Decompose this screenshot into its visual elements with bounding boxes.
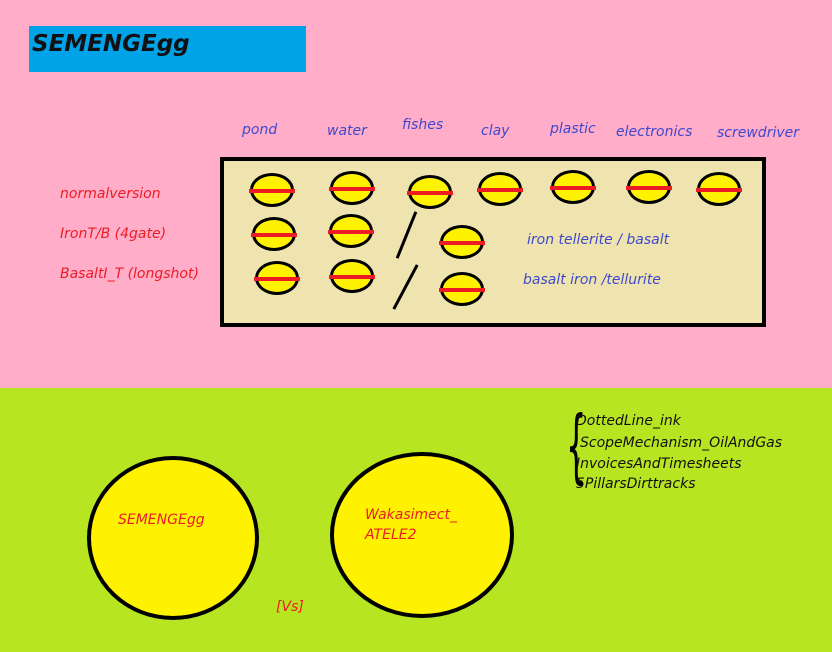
page-title: SEMENGEgg	[32, 31, 190, 57]
dot-screwdriver-normal	[696, 172, 742, 206]
list-item: DottedLine_ink	[576, 413, 681, 429]
dot-clay-basalt	[439, 272, 485, 306]
vs-label: [Vs]	[276, 599, 304, 615]
dot-fishes-normal	[407, 175, 453, 209]
big-circle-right	[330, 452, 514, 618]
dot-electronics-normal	[626, 170, 672, 204]
dot-pond-iron	[251, 217, 297, 251]
curly-brace: {	[566, 399, 587, 492]
dot-water-basalt	[329, 259, 375, 293]
big-circle-left	[87, 456, 259, 620]
big-circle-left-label: SEMENGEgg	[118, 512, 205, 528]
column-label-pond: pond	[242, 122, 278, 138]
list-item: 5PillarsDirttracks	[576, 476, 696, 492]
row-note-iron: iron tellerite / basalt	[527, 232, 670, 248]
dot-clay-normal	[477, 172, 523, 206]
dot-pond-normal	[249, 173, 295, 207]
column-label-plastic: plastic	[550, 121, 596, 137]
grid-panel	[220, 157, 766, 327]
title-box: SEMENGEgg	[29, 26, 306, 72]
column-label-electronics: electronics	[616, 124, 693, 140]
dot-pond-basalt	[254, 261, 300, 295]
row-label-iron: IronT/B (4gate)	[60, 226, 167, 242]
column-label-fishes: fishes	[402, 117, 444, 133]
row-label-normal: normalversion	[60, 186, 161, 202]
row-note-basalt: basalt iron /tellurite	[523, 272, 661, 288]
column-label-water: water	[327, 123, 367, 139]
row-label-basalt: BasaltI_T (longshot)	[60, 266, 199, 282]
big-circle-right-label-line1: Wakasimect_	[365, 507, 457, 523]
column-label-clay: clay	[481, 123, 510, 139]
big-circle-right-label-line2: ATELE2	[365, 527, 417, 543]
dot-clay-iron	[439, 225, 485, 259]
dot-water-normal	[329, 171, 375, 205]
dot-water-iron	[328, 214, 374, 248]
list-item: InvoicesAndTimesheets	[576, 456, 742, 472]
list-item: ScopeMechanism_OilAndGas	[580, 435, 783, 451]
column-label-screwdriver: screwdriver	[717, 125, 799, 141]
dot-plastic-normal	[550, 170, 596, 204]
